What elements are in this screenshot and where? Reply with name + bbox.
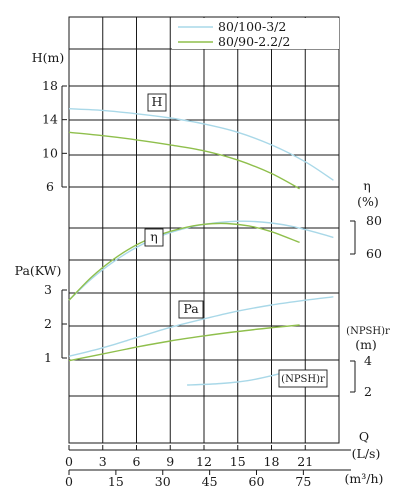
- npsh-curve-series-1: [187, 370, 289, 386]
- power-tick-label: 3: [44, 282, 52, 297]
- legend-label-series-2: 80/90-2.2/2: [218, 34, 290, 49]
- power-tick-label: 2: [44, 316, 52, 331]
- flow-m3h-tick-label: 15: [108, 474, 124, 489]
- head-tick-label: 6: [46, 179, 54, 194]
- power-curve-series-1: [68, 296, 334, 357]
- flow-m3h-tick-label: 0: [65, 474, 73, 489]
- head-curve-label-box: [147, 93, 167, 112]
- npsh-axis-unit: (m): [355, 337, 377, 352]
- flow-ls-tick-label: 21: [297, 454, 313, 469]
- npsh-axis-label: (NPSH)r: [346, 326, 390, 337]
- power-tick-label: 1: [44, 350, 52, 365]
- efficiency-curve-series-1: [68, 220, 334, 301]
- head-tick-label: 14: [42, 112, 58, 127]
- efficiency-axis-unit: (%): [357, 194, 379, 209]
- flow-ls-tick-label: 12: [196, 454, 212, 469]
- efficiency-axis-label: η: [363, 178, 371, 193]
- flow-m3h-tick-label: 60: [249, 474, 265, 489]
- npsh-curve-label: (NPSH)r: [281, 374, 325, 385]
- efficiency-tick-label: 80: [366, 213, 382, 228]
- flow-m3h-tick-label: 30: [155, 474, 171, 489]
- flow-ls-unit: (L/s): [352, 446, 381, 461]
- legend-background: [172, 18, 339, 49]
- efficiency-tick-label: 60: [366, 246, 382, 261]
- power-curve-label: Pa: [183, 301, 199, 316]
- head-tick-label: 18: [42, 78, 58, 93]
- efficiency-curve-label: η: [150, 229, 158, 244]
- head-tick-label: 10: [42, 145, 58, 160]
- flow-m3h-tick-label: 75: [295, 474, 311, 489]
- power-curve-series-2: [68, 324, 300, 362]
- flow-ls-tick-label: 0: [65, 454, 73, 469]
- flow-ls-tick-label: 6: [133, 454, 141, 469]
- flow-ls-tick-label: 3: [99, 454, 107, 469]
- flow-m3h-tick-label: 45: [202, 474, 218, 489]
- flow-m3h-unit: (m³/h): [345, 471, 384, 486]
- npsh-tick-label: 2: [364, 384, 372, 399]
- flow-ls-tick-label: 18: [264, 454, 280, 469]
- head-curve-label: H: [152, 94, 163, 109]
- plot-frame: [68, 16, 340, 444]
- flow-axis-label: Q: [359, 429, 369, 444]
- head-axis-label: H(m): [32, 50, 65, 65]
- power-axis-label: Pa(KW): [15, 263, 62, 278]
- flow-ls-tick-label: 15: [230, 454, 246, 469]
- efficiency-curve-label-box: [144, 228, 164, 247]
- power-curve-label-box: [178, 300, 204, 319]
- npsh-tick-label: 4: [364, 353, 372, 368]
- flow-ls-tick-label: 9: [166, 454, 174, 469]
- head-curve-series-2: [68, 131, 300, 190]
- head-curve-series-1: [68, 108, 334, 181]
- legend-label-series-1: 80/100-3/2: [218, 19, 286, 34]
- efficiency-curve-series-2: [68, 222, 300, 301]
- npsh-curve-label-box: [278, 369, 328, 388]
